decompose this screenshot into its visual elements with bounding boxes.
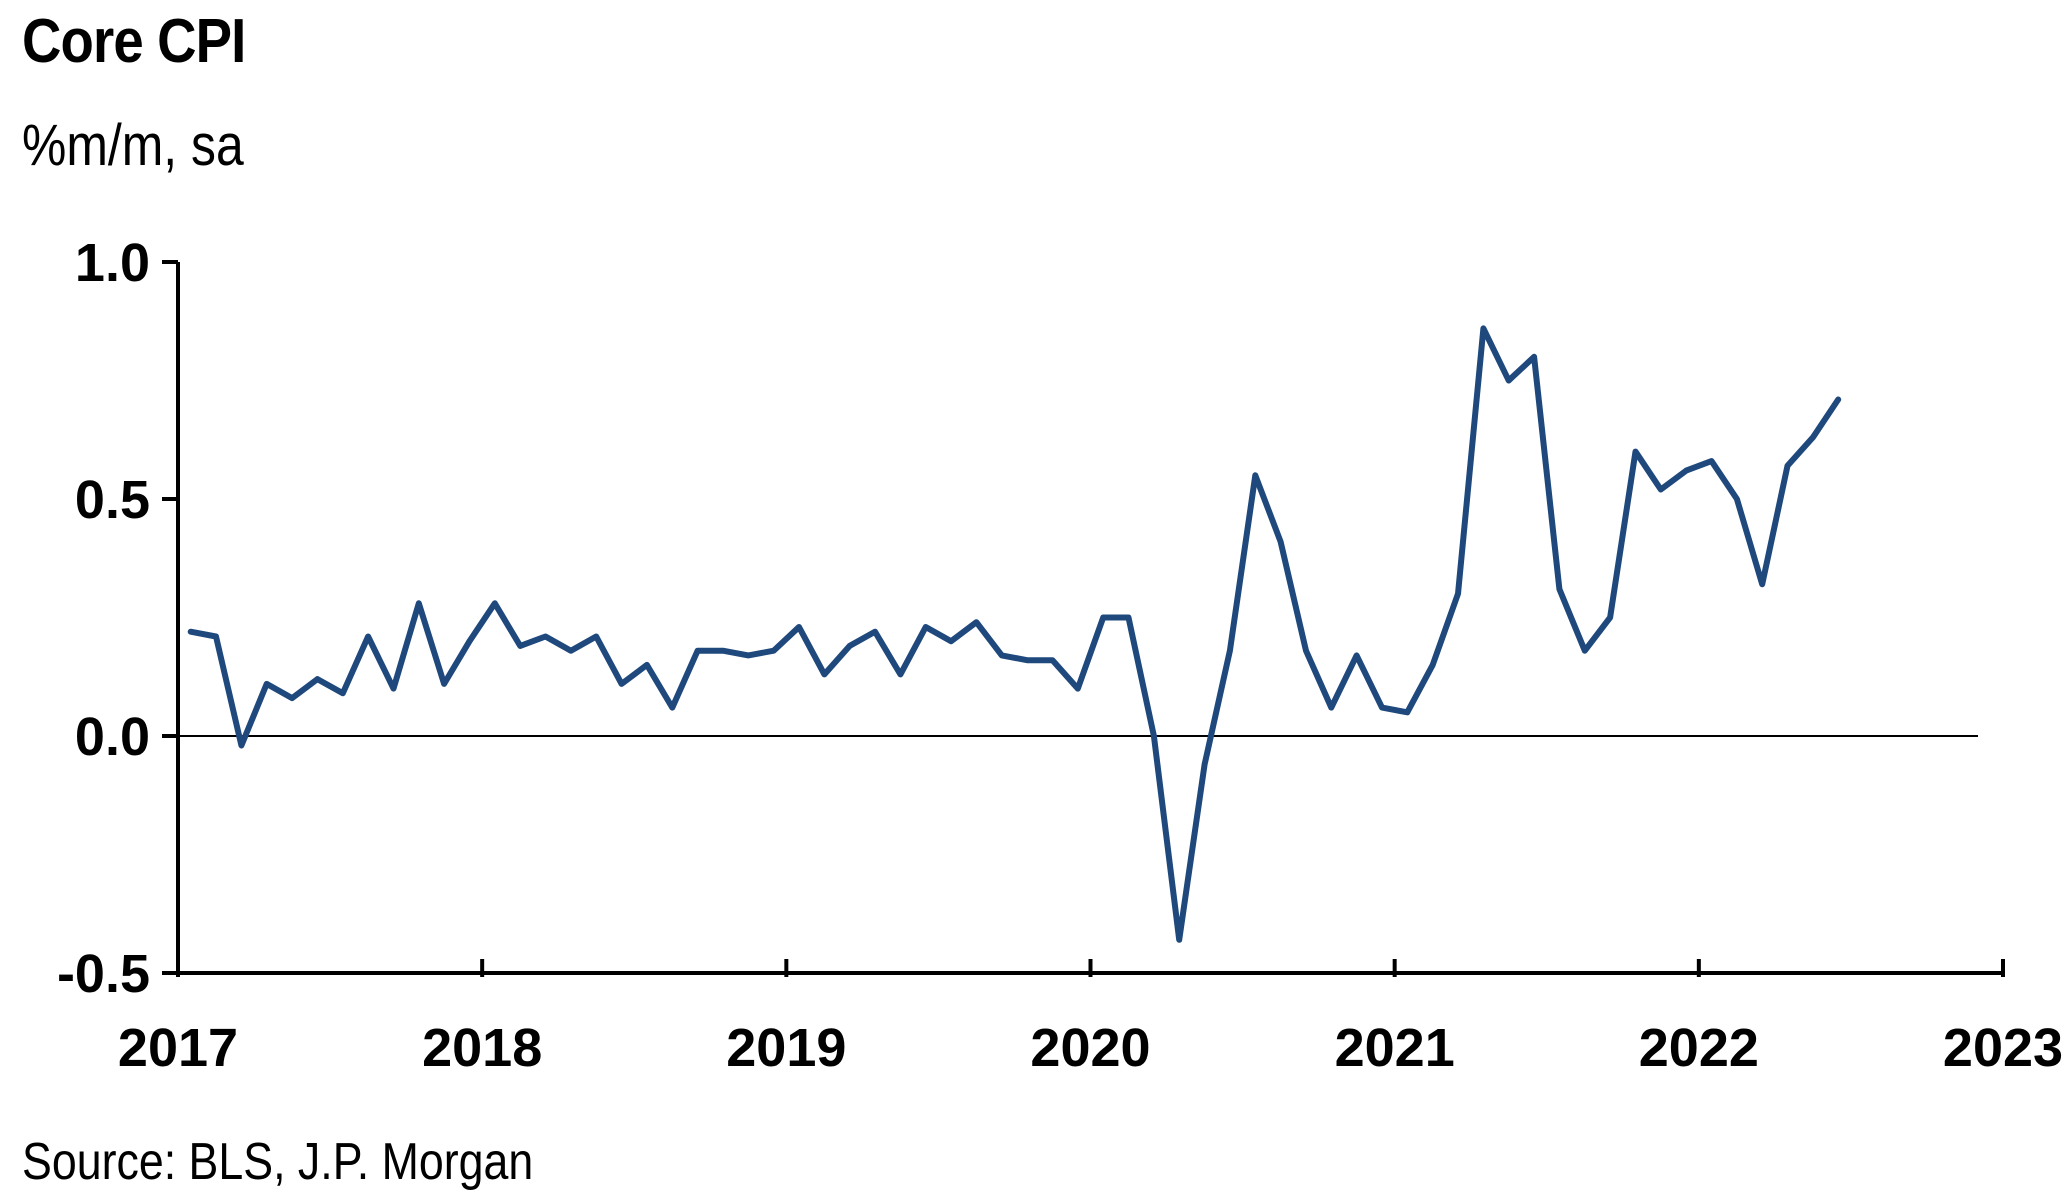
series-layer — [187, 325, 1842, 943]
chart-subtitle: %m/m, sa — [22, 113, 244, 178]
x-tick-label: 2018 — [422, 1018, 542, 1078]
chart-title: Core CPI — [22, 7, 246, 76]
y-tick-label: -0.5 — [57, 944, 150, 1004]
y-tick-label: 1.0 — [75, 233, 150, 293]
y-tick-label: 0.0 — [75, 707, 150, 767]
x-tick-label: 2023 — [1943, 1018, 2063, 1078]
x-tick-label: 2017 — [118, 1018, 238, 1078]
y-axis: 1.0 0.5 0.0 -0.5 — [57, 233, 178, 1004]
x-tick-label: 2020 — [1030, 1018, 1150, 1078]
x-axis: 2017 2018 2019 2020 2021 2022 2023 — [118, 959, 2063, 1078]
y-tick-label: 0.5 — [75, 470, 150, 530]
x-tick-label: 2019 — [726, 1018, 846, 1078]
chart-source: Source: BLS, J.P. Morgan — [22, 1133, 534, 1191]
x-tick-label: 2021 — [1335, 1018, 1455, 1078]
series-line-0 — [187, 325, 1842, 943]
x-tick-label: 2022 — [1639, 1018, 1759, 1078]
